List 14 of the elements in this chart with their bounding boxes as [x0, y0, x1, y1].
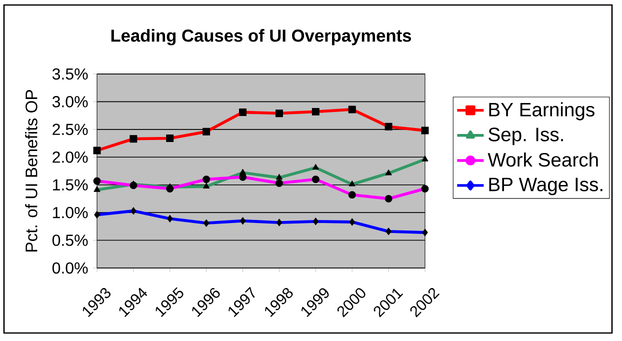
legend-label: Work Search	[488, 152, 598, 167]
y-tick-label: 0.5%	[52, 234, 88, 246]
y-tick-label: 3.0%	[52, 96, 88, 108]
legend-label: BY Earnings	[489, 102, 594, 120]
y-tick-label: 2.5%	[52, 124, 88, 136]
legend-label: Sep. Iss.	[488, 128, 563, 146]
y-axis-title: Pct. of UI Benefits OP	[25, 90, 38, 252]
y-tick-label: 1.5%	[53, 179, 88, 190]
y-tick-label: 1.0%	[53, 206, 88, 218]
legend-label: BP Wage Iss.	[489, 178, 602, 196]
y-tick-label: 0.0%	[52, 262, 88, 274]
y-tick-label: 2.0%	[52, 151, 88, 163]
y-tick-label: 3.5%	[52, 68, 88, 80]
chart-title: Leading Causes of UI Overpayments	[111, 29, 412, 46]
